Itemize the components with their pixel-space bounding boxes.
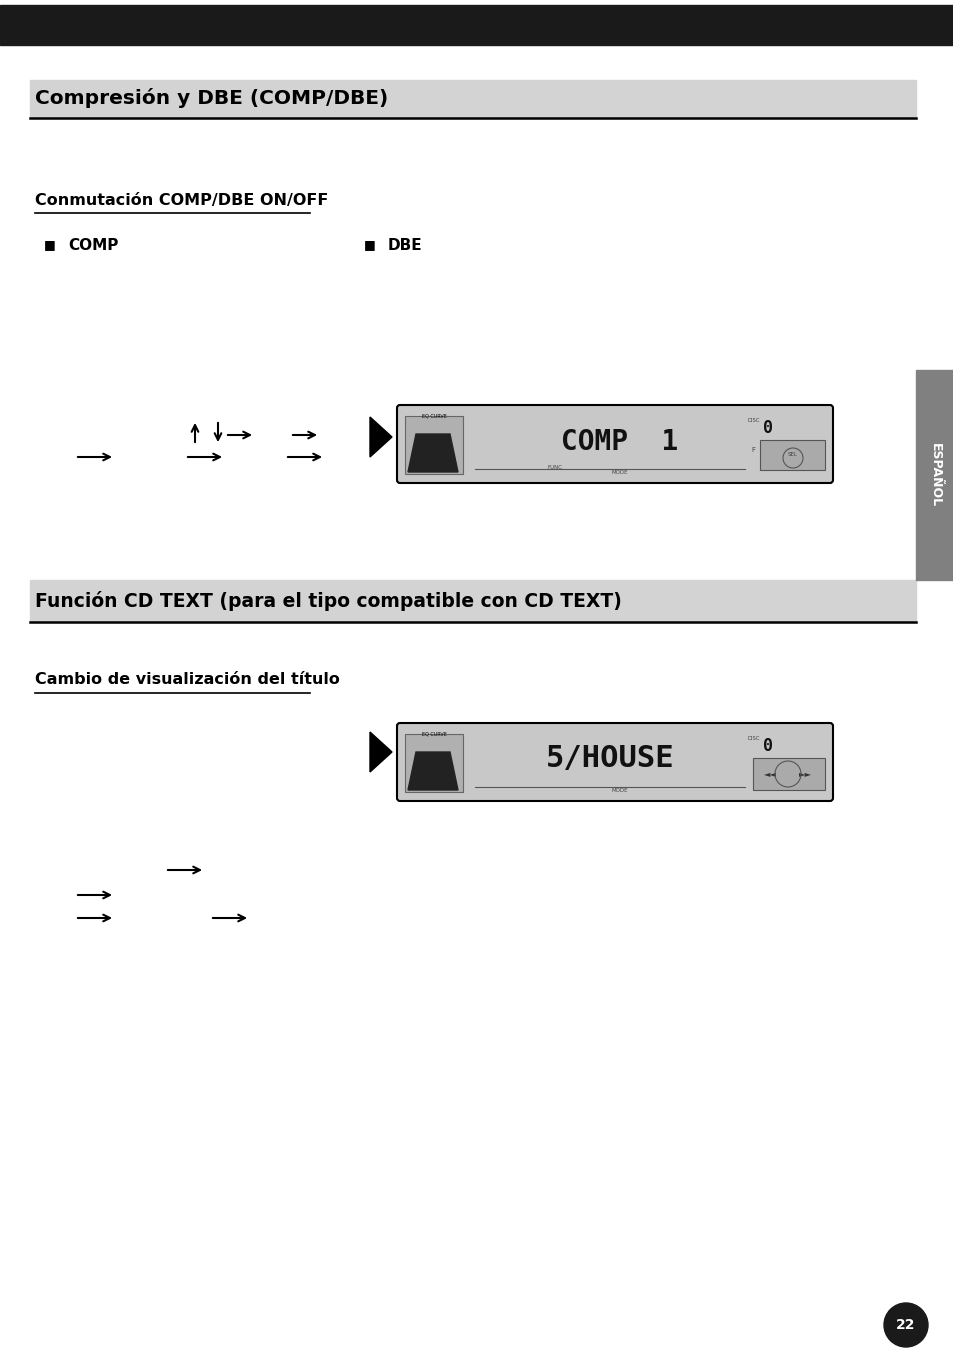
Text: 22: 22 — [895, 1318, 915, 1332]
Text: Conmutación COMP/DBE ON/OFF: Conmutación COMP/DBE ON/OFF — [35, 192, 328, 207]
Text: DISC: DISC — [747, 736, 760, 741]
Text: EQ CURVE: EQ CURVE — [421, 730, 446, 736]
Text: F: F — [750, 447, 754, 453]
Bar — [405, 734, 462, 793]
Text: SEL: SEL — [787, 453, 797, 458]
Text: Cambio de visualización del título: Cambio de visualización del título — [35, 672, 339, 687]
Text: COMP  1: COMP 1 — [560, 428, 678, 457]
Text: DBE: DBE — [388, 237, 422, 252]
Bar — [752, 757, 824, 790]
FancyBboxPatch shape — [396, 405, 832, 482]
Text: ■: ■ — [44, 238, 56, 252]
Text: EQ CURVE: EQ CURVE — [421, 413, 446, 417]
Bar — [30, 580, 915, 622]
Bar — [760, 440, 824, 470]
Bar — [0, 5, 953, 45]
Text: COMP: COMP — [68, 237, 118, 252]
Text: 0: 0 — [762, 737, 772, 755]
Bar — [405, 416, 462, 474]
Text: ESPAÑOL: ESPAÑOL — [927, 443, 941, 507]
Text: MODE: MODE — [611, 789, 628, 793]
Polygon shape — [370, 417, 392, 457]
FancyBboxPatch shape — [396, 724, 832, 801]
Text: MODE: MODE — [611, 470, 628, 476]
Polygon shape — [370, 732, 392, 772]
Text: Función CD TEXT (para el tipo compatible con CD TEXT): Función CD TEXT (para el tipo compatible… — [35, 591, 621, 611]
Text: ■: ■ — [364, 238, 375, 252]
Polygon shape — [408, 434, 457, 472]
Text: 0: 0 — [762, 419, 772, 438]
Bar — [30, 80, 915, 118]
Text: DISC: DISC — [747, 417, 760, 423]
Circle shape — [883, 1304, 927, 1347]
Text: ◄◄: ◄◄ — [762, 770, 776, 779]
Text: Compresión y DBE (COMP/DBE): Compresión y DBE (COMP/DBE) — [35, 88, 388, 108]
Bar — [915, 370, 953, 580]
Polygon shape — [408, 752, 457, 790]
Text: 5/HOUSE: 5/HOUSE — [545, 744, 674, 772]
Text: FUNC: FUNC — [547, 465, 562, 470]
Text: ►►: ►► — [798, 770, 811, 779]
